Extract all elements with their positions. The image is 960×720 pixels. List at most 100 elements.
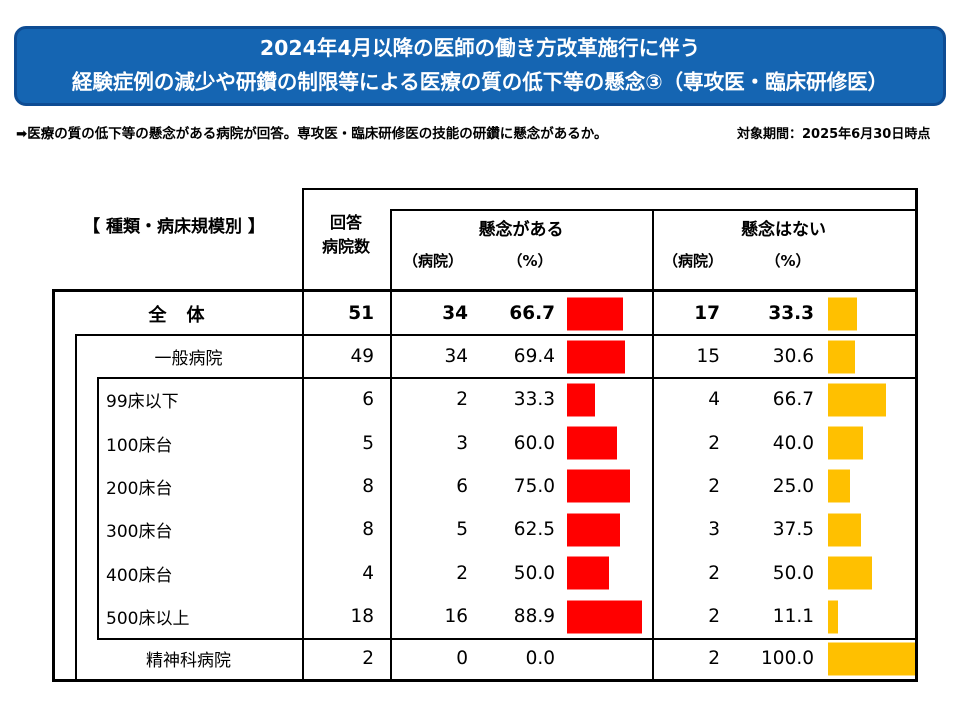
no-concern-bar	[828, 383, 887, 417]
grid-line	[390, 209, 918, 211]
grid-line	[652, 209, 654, 682]
no-concern-count: 3	[708, 519, 720, 541]
table-row: 400床台 4 2 50.0 2 50.0	[0, 552, 960, 595]
grid-line	[390, 209, 392, 682]
concern-bar	[567, 469, 630, 503]
concern-bar	[567, 426, 618, 460]
category-header: 【 種類・病床規模別 】	[83, 216, 265, 237]
respondents-count: 6	[362, 389, 374, 411]
no-concern-bar	[828, 513, 861, 547]
survey-period: 対象期間：2025年6月30日時点	[737, 127, 931, 142]
no-concern-count: 2	[708, 648, 720, 670]
concern-percent: 88.9	[513, 606, 555, 628]
row-label: 99床以下	[106, 392, 179, 413]
no-concern-bar	[828, 297, 857, 330]
concern-count: 34	[444, 346, 468, 367]
grid-line	[915, 188, 918, 682]
concern-count: 2	[456, 389, 468, 411]
concern-bar	[567, 297, 624, 330]
title-line-2: 経験症例の減少や研鑽の制限等による医療の質の低下等の懸念③（専攻医・臨床研修医）	[71, 70, 889, 94]
no-concern-count: 2	[708, 562, 720, 584]
table-row: 100床台 5 3 60.0 2 40.0	[0, 421, 960, 464]
respondents-count: 51	[348, 303, 374, 324]
respondents-count: 4	[362, 562, 374, 584]
no-concern-bar	[828, 642, 915, 676]
concern-section-title: 懸念がある	[478, 219, 564, 240]
concern-percent: 33.3	[513, 389, 555, 411]
no-concern-unit-percent: （%）	[765, 251, 811, 270]
no-concern-percent: 33.3	[768, 303, 814, 324]
concern-percent: 50.0	[513, 562, 555, 584]
concern-percent: 0.0	[525, 648, 555, 670]
no-concern-percent: 100.0	[761, 648, 814, 670]
no-concern-section-title: 懸念はない	[741, 219, 826, 240]
no-concern-percent: 11.1	[772, 606, 814, 628]
concern-count: 16	[444, 606, 468, 628]
concern-percent: 60.0	[513, 432, 555, 454]
no-concern-percent: 66.7	[772, 389, 814, 411]
row-label: 精神科病院	[146, 651, 231, 672]
respondents-count: 8	[362, 519, 374, 541]
concern-unit-percent: （%）	[507, 251, 553, 270]
concern-bar	[567, 600, 642, 634]
respondents-count: 8	[362, 475, 374, 497]
no-concern-count: 4	[708, 389, 720, 411]
concern-percent: 75.0	[513, 475, 555, 497]
grid-line	[52, 679, 918, 682]
no-concern-percent: 37.5	[772, 519, 814, 541]
table-row: 200床台 8 6 75.0 2 25.0	[0, 465, 960, 508]
respondents-count: 5	[362, 432, 374, 454]
concern-percent: 62.5	[513, 519, 555, 541]
respondents-header: 回答 病院数	[321, 213, 370, 256]
concern-count: 5	[456, 519, 468, 541]
table-row: 全 体 51 34 66.7 17 33.3	[0, 292, 960, 335]
grid-line	[97, 377, 918, 379]
grid-line	[302, 188, 304, 682]
grid-line	[97, 377, 99, 640]
no-concern-count: 2	[708, 432, 720, 454]
table-row: 一般病院 49 34 69.4 15 30.6	[0, 335, 960, 378]
concern-percent: 66.7	[509, 303, 555, 324]
grid-line	[75, 334, 77, 682]
respondents-count: 2	[362, 648, 374, 670]
no-concern-percent: 25.0	[772, 475, 814, 497]
table-row: 500床以上 18 16 88.9 2 11.1	[0, 595, 960, 639]
grid-line	[52, 289, 55, 682]
grid-line	[97, 637, 918, 640]
no-concern-bar	[828, 556, 872, 590]
concern-count: 6	[456, 475, 468, 497]
respondents-count: 18	[350, 606, 374, 628]
row-label: 全 体	[148, 304, 206, 326]
row-label: 200床台	[106, 478, 173, 499]
concern-count: 0	[456, 648, 468, 670]
concern-bar	[567, 340, 626, 373]
no-concern-unit-hospitals: （病院）	[662, 251, 723, 270]
concern-percent: 69.4	[513, 346, 555, 367]
row-label: 一般病院	[154, 349, 223, 369]
row-label: 400床台	[106, 565, 173, 586]
concern-bar	[567, 513, 620, 547]
no-concern-bar	[828, 340, 855, 373]
table-row: 精神科病院 2 0 0.0 2 100.0	[0, 639, 960, 680]
row-label: 300床台	[106, 522, 173, 543]
table-row: 300床台 8 5 62.5 3 37.5	[0, 508, 960, 551]
concern-count: 2	[456, 562, 468, 584]
no-concern-count: 2	[708, 475, 720, 497]
concern-unit-hospitals: （病院）	[402, 251, 463, 270]
concern-bar	[567, 383, 595, 417]
no-concern-count: 17	[694, 303, 720, 324]
note-text: ➡医療の質の低下等の懸念がある病院が回答。専攻医・臨床研修医の技能の研鑽に懸念が…	[16, 126, 608, 142]
no-concern-count: 2	[708, 606, 720, 628]
table-row: 99床以下 6 2 33.3 4 66.7	[0, 378, 960, 421]
concern-count: 3	[456, 432, 468, 454]
grid-line	[75, 334, 918, 336]
no-concern-percent: 40.0	[772, 432, 814, 454]
concern-bar	[567, 556, 609, 590]
title-banner: 2024年4月以降の医師の働き方改革施行に伴う 経験症例の減少や研鑽の制限等によ…	[14, 26, 946, 106]
row-label: 100床台	[106, 435, 173, 456]
no-concern-percent: 50.0	[772, 562, 814, 584]
grid-line	[52, 289, 918, 292]
row-label: 500床以上	[106, 609, 190, 630]
no-concern-percent: 30.6	[772, 346, 814, 367]
respondents-count: 49	[350, 346, 374, 367]
